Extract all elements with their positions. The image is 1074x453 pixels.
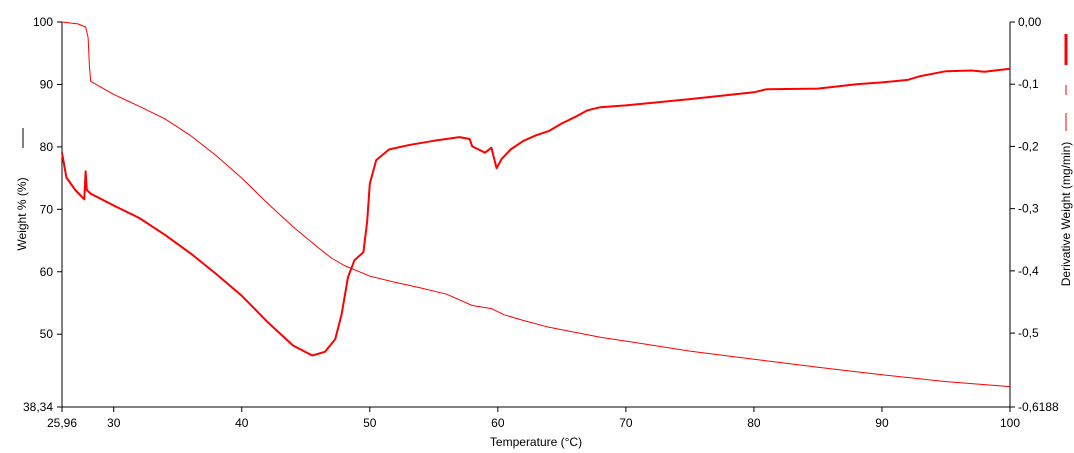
- left-y-tick-label: 90: [40, 77, 54, 91]
- series-group: [61, 21, 1011, 388]
- x-tick-label: 80: [747, 416, 761, 430]
- right-y-tick-label: -0,5: [1018, 326, 1039, 340]
- left-y-tick-label: 50: [40, 327, 54, 341]
- x-tick-label: 50: [363, 416, 377, 430]
- derivative-weight-line: [61, 67, 1011, 357]
- x-tick-label: 30: [107, 416, 121, 430]
- right-y-ticks: -0,6188 -0,5 -0,4 -0,3 -0,2 -0,1 0,00: [1010, 15, 1059, 414]
- left-y-tick-label: 70: [40, 202, 54, 216]
- left-y-axis-label: Weight % (%): [15, 177, 29, 250]
- weight-percent-line: [61, 21, 1011, 388]
- right-y-tick-label: 0,00: [1018, 15, 1042, 29]
- axes: [61, 22, 1011, 408]
- left-y-tick-label: 60: [40, 265, 54, 279]
- left-y-tick-label: 80: [40, 140, 54, 154]
- x-tick-label: 40: [235, 416, 249, 430]
- right-y-tick-label: -0,2: [1018, 139, 1039, 153]
- left-y-ticks: 38,34 50 60 70 80 90 100: [23, 15, 62, 414]
- x-tick-label: 100: [1000, 416, 1020, 430]
- left-y-tick-label: 38,34: [23, 400, 53, 414]
- x-tick-label: 90: [875, 416, 889, 430]
- left-y-tick-label: 100: [33, 15, 53, 29]
- right-y-tick-label: -0,6188: [1018, 400, 1059, 414]
- x-tick-label: 60: [491, 416, 505, 430]
- right-y-axis-label: Derivative Weight (mg/min): [1059, 142, 1073, 286]
- right-y-tick-label: -0,1: [1018, 77, 1039, 91]
- right-y-tick-label: -0,4: [1018, 264, 1039, 278]
- x-ticks: 25,96 30 40 50 60 70 80 90 100: [47, 407, 1020, 430]
- x-tick-label: 70: [619, 416, 633, 430]
- x-tick-label: 25,96: [47, 416, 77, 430]
- right-y-tick-label: -0,3: [1018, 202, 1039, 216]
- x-axis-label: Temperature (°C): [490, 435, 582, 449]
